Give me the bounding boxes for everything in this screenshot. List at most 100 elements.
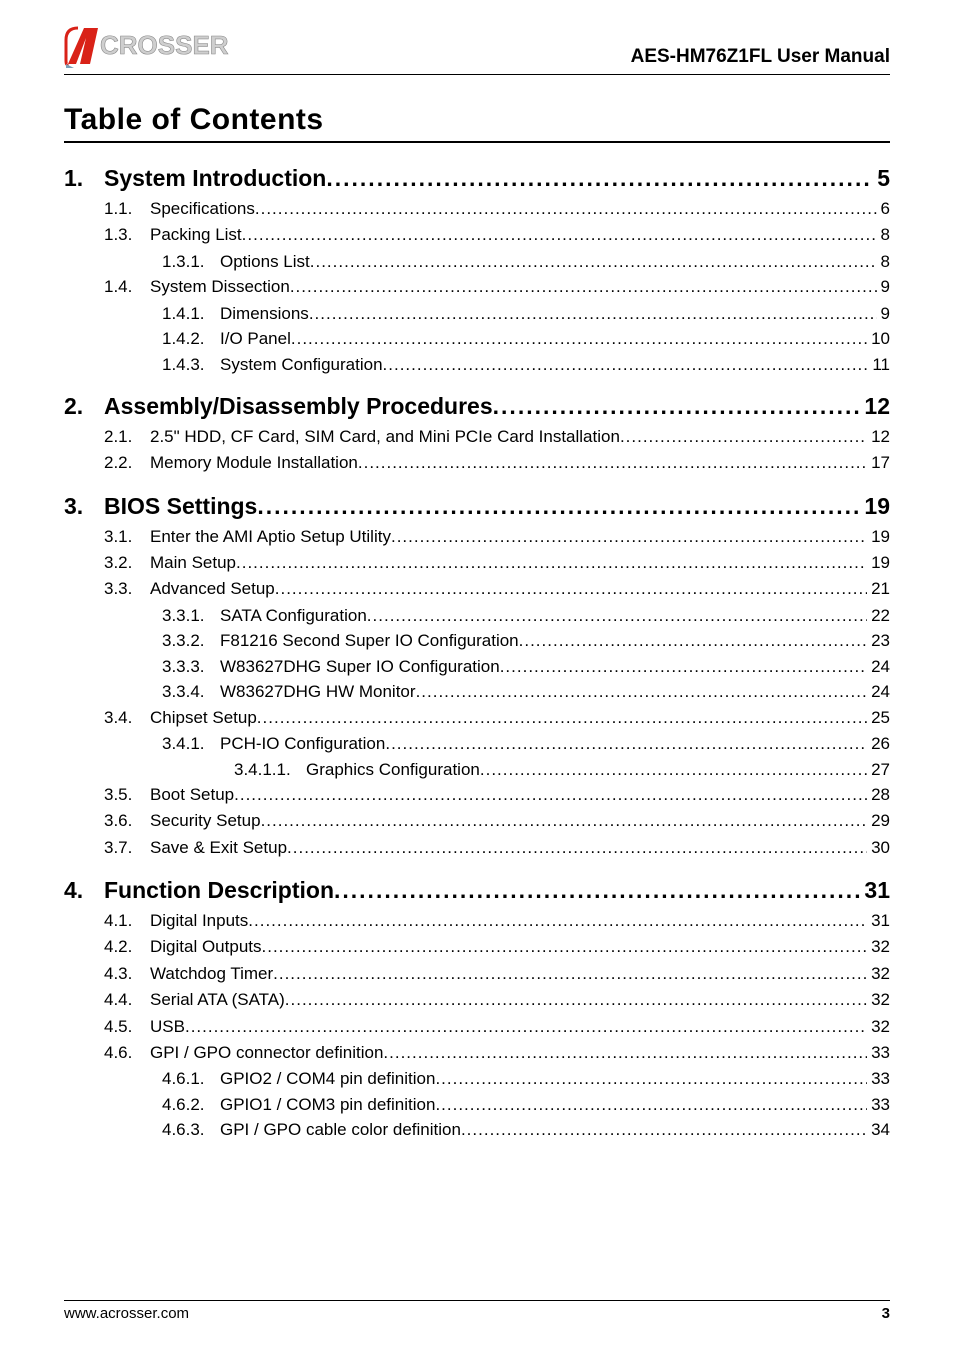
toc-row-number: 3.2.: [104, 550, 150, 576]
toc-row-label: PCH-IO Configuration: [220, 731, 385, 757]
toc-row-page: 34: [867, 1117, 890, 1143]
toc-row-leader: [416, 679, 868, 705]
toc-row-leader: [383, 352, 869, 378]
toc-row-label: Assembly/Disassembly Procedures: [104, 393, 493, 420]
toc-row-number: 3.7.: [104, 835, 150, 861]
toc-row-number: 3.3.1.: [162, 603, 220, 629]
toc-row-leader: [358, 450, 867, 476]
page-footer: www.acrosser.com 3: [64, 1300, 890, 1322]
toc-row-number: 1.4.3.: [162, 352, 220, 378]
toc-row: 3.3.1.SATA Configuration 22: [162, 603, 890, 629]
toc-row: 4.6.2.GPIO1 / COM3 pin definition 33: [162, 1092, 890, 1118]
toc-row: 1.4.1.Dimensions 9: [162, 301, 890, 327]
toc-row-label: Main Setup: [150, 550, 236, 576]
toc-row-leader: [334, 877, 860, 904]
toc-row-label: SATA Configuration: [220, 603, 367, 629]
toc-row-number: 3.6.: [104, 808, 150, 834]
toc-row-label: Boot Setup: [150, 782, 234, 808]
toc-row-number: 3.3.3.: [162, 654, 220, 680]
toc-row-page: 31: [860, 877, 890, 904]
toc-row-leader: [493, 393, 861, 420]
toc-row-leader: [257, 493, 860, 520]
toc-row: 3.3.3.W83627DHG Super IO Configuration 2…: [162, 654, 890, 680]
toc-row-number: 4.6.3.: [162, 1117, 220, 1143]
toc-row-page: 25: [867, 705, 890, 731]
toc-row-page: 27: [867, 757, 890, 783]
toc-row-leader: [236, 550, 867, 576]
toc-row-leader: [391, 524, 867, 550]
toc-row-number: 3.3.2.: [162, 628, 220, 654]
toc-row-label: Serial ATA (SATA): [150, 987, 285, 1013]
toc-row: 2.2.Memory Module Installation 17: [104, 450, 890, 476]
toc-row-label: 2.5" HDD, CF Card, SIM Card, and Mini PC…: [150, 424, 620, 450]
toc-row-page: 9: [877, 274, 890, 300]
logo-text: CROSSER: [100, 30, 229, 60]
toc-row: 3.1.Enter the AMI Aptio Setup Utility 19: [104, 524, 890, 550]
toc-title: Table of Contents: [64, 103, 890, 143]
toc-row: 2.Assembly/Disassembly Procedures 12: [64, 393, 890, 420]
toc-row-label: System Dissection: [150, 274, 290, 300]
toc-row-number: 3.5.: [104, 782, 150, 808]
toc-row-label: Dimensions: [220, 301, 309, 327]
toc-row-label: Graphics Configuration: [306, 757, 480, 783]
toc-row-leader: [273, 961, 867, 987]
toc-row-number: 1.4.2.: [162, 326, 220, 352]
toc-row-leader: [435, 1092, 867, 1118]
toc-row-number: 1.4.: [104, 274, 150, 300]
toc-row-number: 4.6.2.: [162, 1092, 220, 1118]
toc-row-label: I/O Panel: [220, 326, 291, 352]
toc-row: 1.4.System Dissection 9: [104, 274, 890, 300]
toc-row-leader: [519, 628, 867, 654]
toc-row-label: USB: [150, 1014, 185, 1040]
toc-row-number: 3.3.: [104, 576, 150, 602]
toc-row-label: Digital Inputs: [150, 908, 248, 934]
toc-row: 3.4.1.1.Graphics Configuration 27: [234, 757, 890, 783]
toc-row-page: 12: [860, 393, 890, 420]
toc-row-label: Specifications: [150, 196, 255, 222]
toc-row-label: Security Setup: [150, 808, 261, 834]
toc-row-number: 3.4.1.1.: [234, 757, 306, 783]
toc-row: 4.2.Digital Outputs 32: [104, 934, 890, 960]
page-header: CROSSER AES-HM76Z1FL User Manual: [64, 0, 890, 75]
toc-row-label: Function Description: [104, 877, 334, 904]
toc-row: 3.7.Save & Exit Setup 30: [104, 835, 890, 861]
toc-row: 3.BIOS Settings 19: [64, 493, 890, 520]
toc-row-leader: [500, 654, 867, 680]
toc-row-label: Enter the AMI Aptio Setup Utility: [150, 524, 391, 550]
toc-row-page: 33: [867, 1066, 890, 1092]
toc-row: 4.4.Serial ATA (SATA) 32: [104, 987, 890, 1013]
toc-row-label: System Configuration: [220, 352, 383, 378]
toc-row-page: 26: [867, 731, 890, 757]
toc-row-label: Packing List: [150, 222, 242, 248]
toc-row-number: 1.1.: [104, 196, 150, 222]
toc-row: 4.3.Watchdog Timer 32: [104, 961, 890, 987]
toc-row-number: 1.3.1.: [162, 249, 220, 275]
toc-row-page: 8: [877, 222, 890, 248]
toc-row-label: GPI / GPO connector definition: [150, 1040, 383, 1066]
toc-row-leader: [242, 222, 877, 248]
toc-row-leader: [620, 424, 867, 450]
toc-row: 4.Function Description 31: [64, 877, 890, 904]
toc-row: 1.4.3.System Configuration 11: [162, 352, 890, 378]
footer-url: www.acrosser.com: [64, 1305, 189, 1322]
toc-row-page: 19: [867, 524, 890, 550]
toc-row-number: 1.3.: [104, 222, 150, 248]
toc-row: 4.6.1.GPIO2 / COM4 pin definition 33: [162, 1066, 890, 1092]
toc-row-leader: [248, 908, 867, 934]
toc-row-page: 6: [877, 196, 890, 222]
toc-row-leader: [383, 1040, 867, 1066]
toc-row-label: Memory Module Installation: [150, 450, 358, 476]
toc-row-page: 32: [867, 961, 890, 987]
toc-row: 4.1.Digital Inputs 31: [104, 908, 890, 934]
toc-row-leader: [385, 731, 867, 757]
toc-row-label: W83627DHG Super IO Configuration: [220, 654, 500, 680]
toc-row-page: 23: [867, 628, 890, 654]
toc-row: 1.1.Specifications 6: [104, 196, 890, 222]
toc-row-leader: [290, 274, 877, 300]
toc-row-leader: [309, 301, 877, 327]
toc-row-number: 4.2.: [104, 934, 150, 960]
toc-row-page: 9: [877, 301, 890, 327]
toc-row-number: 4.: [64, 877, 104, 904]
toc-row: 3.3.Advanced Setup 21: [104, 576, 890, 602]
toc-row-label: Advanced Setup: [150, 576, 275, 602]
